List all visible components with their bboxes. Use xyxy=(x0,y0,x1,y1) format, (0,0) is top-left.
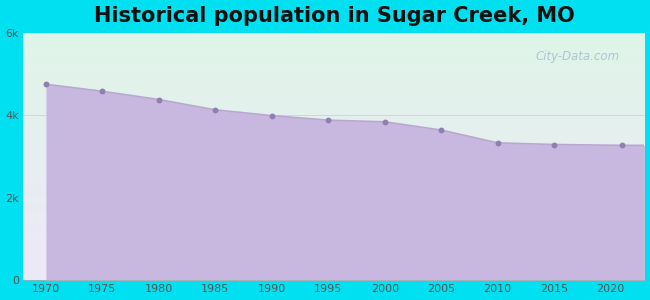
Point xyxy=(210,107,220,112)
Text: City-Data.com: City-Data.com xyxy=(536,50,619,63)
Point xyxy=(617,143,627,148)
Point xyxy=(493,140,503,145)
Point xyxy=(380,119,390,124)
Point xyxy=(436,128,447,133)
Point xyxy=(549,142,559,147)
Point xyxy=(323,118,333,123)
Point xyxy=(153,97,164,102)
Point xyxy=(98,89,108,94)
Point xyxy=(41,82,51,87)
Title: Historical population in Sugar Creek, MO: Historical population in Sugar Creek, MO xyxy=(94,6,574,26)
Point xyxy=(266,113,277,118)
